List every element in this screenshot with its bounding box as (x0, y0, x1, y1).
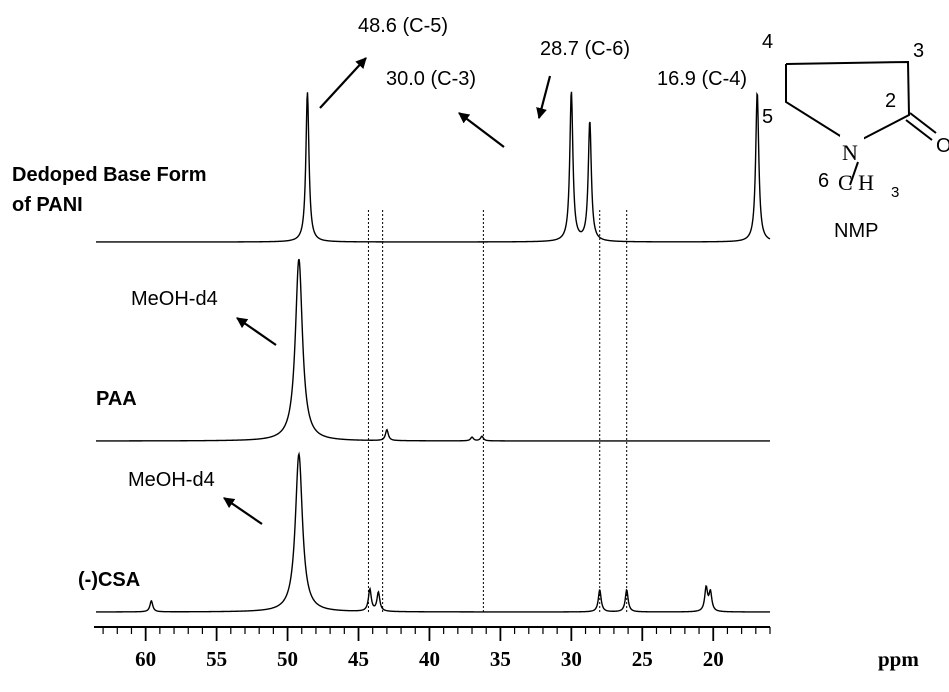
x-tick-label: 45 (348, 647, 369, 671)
nmp-structure: N 4 3 2 5 6 C H 3 O NMP (762, 31, 949, 242)
annotation-meoh-paa: MeOH-d4 (131, 288, 218, 310)
atom-ch3: C H (838, 170, 874, 195)
atom-label-2: 2 (885, 90, 896, 112)
annotation-c6: 28.7 (C-6) (540, 38, 630, 60)
x-tick-label: 55 (206, 647, 227, 671)
n-label-bg (840, 135, 864, 161)
atom-label-6: 6 (818, 170, 829, 192)
spectrum-trace-0 (96, 91, 771, 243)
series-label-dedoped-line1: Dedoped Base Form (12, 164, 206, 186)
annotation-c4: 16.9 (C-4) (657, 68, 747, 90)
atom-label-5: 5 (762, 106, 773, 128)
atom-o: O (936, 135, 949, 157)
series-label-dedoped-line2: of PANI (12, 194, 83, 216)
atom-label-3: 3 (913, 40, 924, 62)
atom-ch3-subscript: 3 (891, 184, 899, 201)
nmp-ring (785, 60, 911, 146)
series-label-paa: PAA (96, 388, 137, 410)
arrow-meoh-paa (236, 317, 277, 346)
x-tick-label: 35 (490, 647, 511, 671)
x-axis: 60 55 50 45 40 35 30 25 20 (94, 626, 771, 671)
x-tick-label: 40 (419, 647, 440, 671)
x-tick-label: 50 (277, 647, 298, 671)
n-methyl-bond (849, 161, 859, 186)
annotation-c5: 48.6 (C-5) (358, 15, 448, 37)
x-tick-label: 30 (561, 647, 582, 671)
arrow-meoh-csa (223, 497, 263, 525)
annotation-meoh-csa: MeOH-d4 (128, 469, 215, 491)
arrow-c6 (536, 75, 552, 120)
atom-label-4: 4 (762, 31, 773, 53)
carbonyl-bond-2 (905, 119, 933, 141)
carbonyl-bond-1 (909, 112, 937, 134)
x-tick-label: 20 (703, 647, 724, 671)
series-label-csa: (-)CSA (78, 569, 140, 591)
dotted-reference-lines (367, 210, 628, 612)
atom-n: N (842, 140, 858, 165)
arrow-c5 (319, 57, 367, 109)
molecule-name: NMP (834, 220, 878, 242)
x-tick-label: 25 (632, 647, 653, 671)
spectrum-trace-2 (96, 451, 770, 613)
x-tick-label: 60 (135, 647, 156, 671)
annotation-c3: 30.0 (C-3) (386, 68, 476, 90)
spectra-traces (96, 91, 771, 613)
x-axis-unit-label: ppm (878, 647, 919, 671)
arrow-c3 (458, 112, 505, 148)
spectrum-trace-1 (96, 258, 770, 442)
